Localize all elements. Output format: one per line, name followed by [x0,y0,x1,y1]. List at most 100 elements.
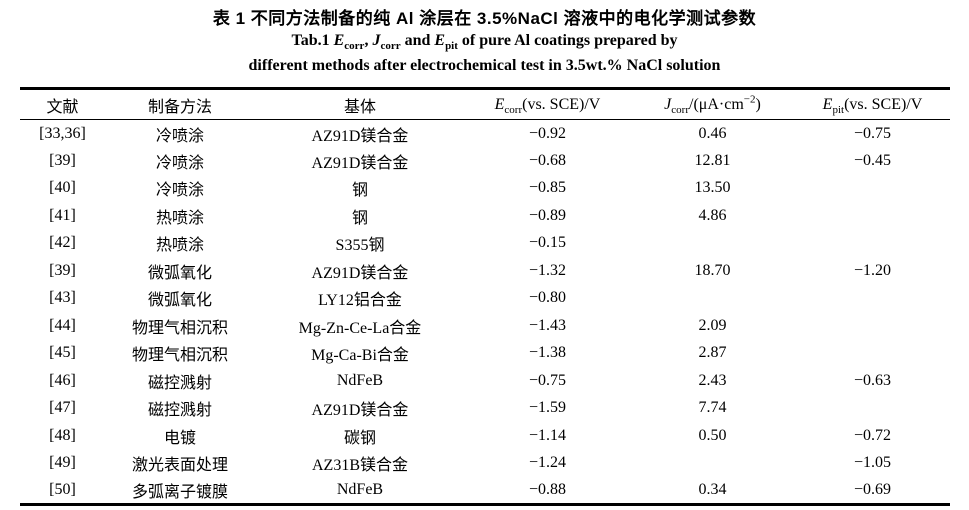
table-title-en-line1: Tab.1 Ecorr, Jcorr and Epit of pure Al c… [0,31,969,56]
ecorr-cell: −0.88 [528,481,567,499]
jcorr-cell: 12.81 [694,151,731,169]
substrate-cell: 钢 [351,209,368,227]
title-subscript-pit: pit [445,40,458,53]
header-row: 文献 制备方法 基体 Ecorr(vs. SCE)/V Jcorr/(μA·cm… [20,89,950,120]
reference-cell: [48] [49,426,76,444]
ecorr-cell: −0.92 [528,124,567,142]
epit-cell [795,202,950,230]
header-jcorr: Jcorr/(μA·cm−2) [630,89,795,120]
epit-cell: −1.20 [853,261,892,279]
epit-cell: −0.45 [853,151,892,169]
preparation-method-cell: 微弧氧化 [147,292,212,310]
table-row: [48] 电镀 碳钢 −1.14 0.50 −0.72 [20,422,950,450]
ecorr-cell: −0.85 [528,179,567,197]
ecorr-cell: −1.59 [528,399,567,417]
title-symbol-ecorr: E [333,32,345,49]
jcorr-cell: 7.74 [698,399,727,417]
reference-cell: [39] [49,261,76,279]
substrate-cell: AZ91D镁合金 [311,264,409,282]
data-table: 文献 制备方法 基体 Ecorr(vs. SCE)/V Jcorr/(μA·cm… [20,87,950,507]
substrate-cell: AZ91D镁合金 [311,154,409,172]
reference-cell: [42] [49,234,76,252]
header-ecorr-unit: (vs. SCE)/V [522,95,601,113]
table-title-en-line2: different methods after electrochemical … [248,57,721,75]
header-preparation-method: 制备方法 [147,98,212,116]
ecorr-cell: −1.24 [528,454,567,472]
epit-cell [795,340,950,368]
substrate-cell: Mg-Ca-Bi合金 [311,347,409,365]
title-en-text-1: Tab.1 [291,32,334,49]
header-jcorr-unit-1: /(μA·cm [689,95,744,113]
header-epit: Epit(vs. SCE)/V [795,89,950,120]
jcorr-cell: 2.43 [698,371,727,389]
ecorr-cell: −0.68 [528,151,567,169]
ecorr-cell: −0.75 [528,371,567,389]
header-ecorr-symbol: E [494,95,505,113]
header-ecorr-subscript: corr [504,103,523,116]
header-jcorr-subscript: corr [671,103,689,116]
substrate-cell: Mg-Zn-Ce-La合金 [298,319,422,337]
epit-cell: −1.05 [853,454,892,472]
preparation-method-cell: 冷喷涂 [155,154,204,172]
jcorr-cell: 0.46 [698,124,727,142]
jcorr-cell: 18.70 [694,261,731,279]
epit-cell: −0.69 [853,481,892,499]
jcorr-cell [630,450,795,478]
reference-cell: [47] [49,399,76,417]
table-row: [46] 磁控溅射 NdFeB −0.75 2.43 −0.63 [20,367,950,395]
reference-cell: [39] [49,151,76,169]
table-row: [43] 微弧氧化 LY12铝合金 −0.80 [20,285,950,313]
substrate-cell: 碳钢 [343,429,376,447]
table-row: [33,36] 冷喷涂 AZ91D镁合金 −0.92 0.46 −0.75 [20,120,950,148]
header-jcorr-unit-2: ) [755,95,761,113]
table-row: [45] 物理气相沉积 Mg-Ca-Bi合金 −1.38 2.87 [20,340,950,368]
title-en-text-4: of pure Al coatings prepared by [457,32,678,49]
preparation-method-cell: 激光表面处理 [131,457,228,475]
title-subscript-corr-2: corr [380,40,401,53]
reference-cell: [46] [49,371,76,389]
jcorr-cell: 2.09 [698,316,727,334]
ecorr-cell: −1.38 [528,344,567,362]
epit-cell [795,175,950,203]
reference-cell: [43] [49,289,76,307]
epit-cell: −0.63 [853,371,892,389]
ecorr-cell: −1.32 [528,261,567,279]
preparation-method-cell: 物理气相沉积 [131,319,228,337]
preparation-method-cell: 热喷涂 [155,237,204,255]
ecorr-cell: −1.43 [528,316,567,334]
reference-cell: [41] [49,206,76,224]
substrate-cell: AZ31B镁合金 [311,457,408,475]
table-row: [39] 冷喷涂 AZ91D镁合金 −0.68 12.81 −0.45 [20,147,950,175]
header-jcorr-exponent: −2 [743,93,756,106]
reference-cell: [40] [49,179,76,197]
table-title-zh: 表 1 不同方法制备的纯 Al 涂层在 3.5%NaCl 溶液中的电化学测试参数 [212,9,757,28]
preparation-method-cell: 磁控溅射 [147,402,212,420]
title-en-text-2: , [364,32,373,49]
reference-cell: [44] [49,316,76,334]
title-en-text-3: and [400,32,435,49]
reference-cell: [50] [49,481,76,499]
substrate-cell: LY12铝合金 [318,292,402,310]
substrate-cell: NdFeB [336,481,384,499]
ecorr-cell: −0.89 [528,206,567,224]
header-epit-unit: (vs. SCE)/V [844,95,923,113]
title-subscript-corr-1: corr [344,40,365,53]
substrate-cell: AZ91D镁合金 [311,127,409,145]
epit-cell [795,230,950,258]
reference-cell: [45] [49,344,76,362]
ecorr-cell: −0.15 [528,234,567,252]
header-reference: 文献 [46,98,79,116]
jcorr-cell [630,230,795,258]
jcorr-cell: 0.50 [698,426,727,444]
header-epit-symbol: E [822,95,833,113]
table-row: [40] 冷喷涂 钢 −0.85 13.50 [20,175,950,203]
epit-cell [795,285,950,313]
preparation-method-cell: 电镀 [163,429,196,447]
table-row: [42] 热喷涂 S355钢 −0.15 [20,230,950,258]
table-row: [41] 热喷涂 钢 −0.89 4.86 [20,202,950,230]
jcorr-cell [630,285,795,313]
epit-cell: −0.72 [853,426,892,444]
header-epit-subscript: pit [832,103,845,116]
jcorr-cell: 4.86 [698,206,727,224]
